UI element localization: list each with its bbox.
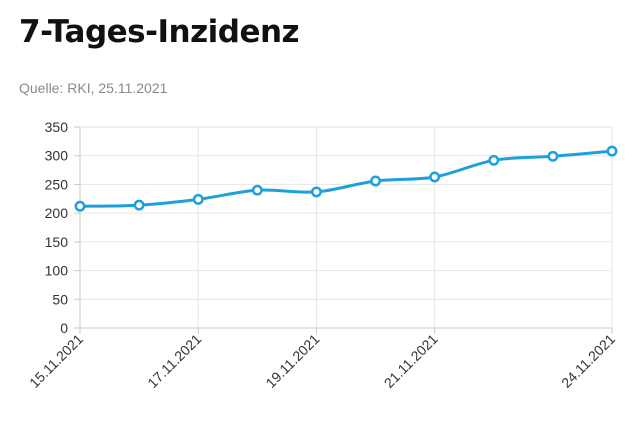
data-point[interactable] (310, 186, 322, 198)
y-tick-label: 300 (45, 148, 69, 164)
data-point[interactable] (133, 199, 145, 211)
x-tick-label: 24.11.2021 (558, 331, 618, 391)
y-tick-label: 50 (52, 291, 68, 307)
source-note: Quelle: RKI, 25.11.2021 (19, 80, 168, 96)
data-point[interactable] (429, 171, 441, 183)
data-point[interactable] (251, 184, 263, 196)
y-tick-label: 150 (45, 234, 69, 250)
chart-title: 7-Tages-Inzidenz (19, 14, 300, 50)
y-tick-label: 200 (45, 205, 69, 221)
data-point[interactable] (547, 150, 559, 162)
series-line (78, 149, 614, 208)
x-tick-label: 17.11.2021 (144, 331, 204, 391)
x-tick-label: 15.11.2021 (26, 331, 86, 391)
y-tick-label: 100 (45, 263, 69, 279)
data-point[interactable] (370, 175, 382, 187)
data-point[interactable] (74, 200, 86, 212)
y-axis: 0 50 100 150 200 250 300 350 (45, 119, 80, 336)
x-axis: 15.11.2021 17.11.2021 19.11.2021 21.11.2021… (26, 328, 618, 391)
y-tick-label: 350 (45, 119, 69, 135)
y-tick-label: 0 (60, 320, 68, 336)
x-tick-label: 19.11.2021 (262, 331, 322, 391)
data-point[interactable] (488, 154, 500, 166)
data-point[interactable] (192, 193, 204, 205)
y-tick-label: 250 (45, 176, 69, 192)
grid-lines (79, 126, 613, 329)
x-tick-label: 21.11.2021 (381, 331, 441, 391)
data-point[interactable] (606, 145, 618, 157)
series-layer (74, 145, 618, 212)
